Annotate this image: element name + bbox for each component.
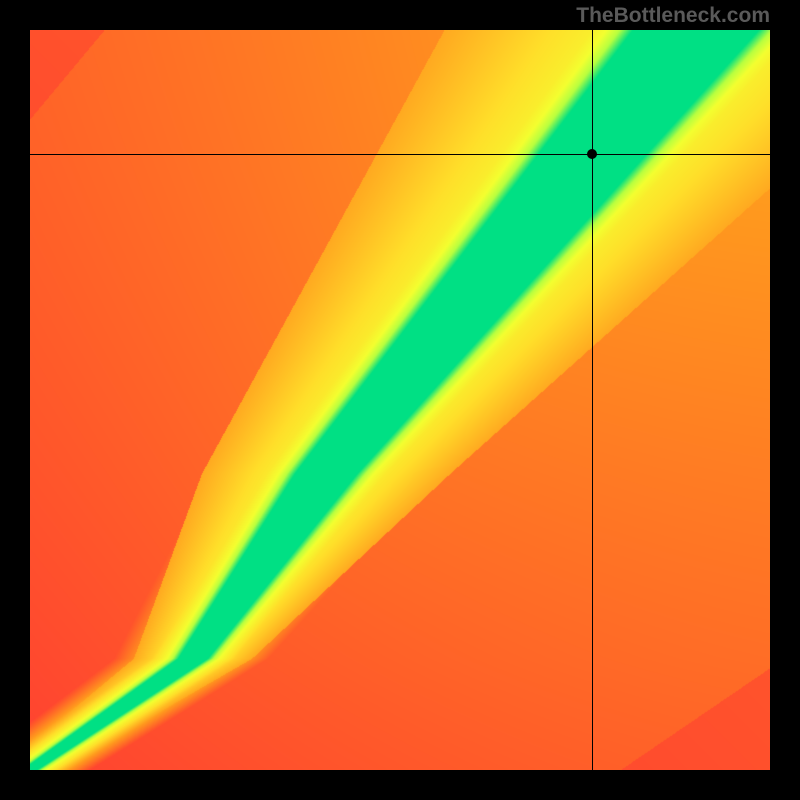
crosshair-vertical [592,30,593,770]
crosshair-marker [587,149,597,159]
crosshair-horizontal [30,154,770,155]
watermark-text: TheBottleneck.com [576,4,770,28]
heatmap-canvas [30,30,770,770]
heatmap-plot [30,30,770,770]
